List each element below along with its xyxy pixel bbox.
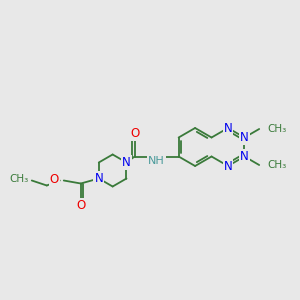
Text: O: O bbox=[130, 127, 139, 140]
Text: N: N bbox=[224, 160, 232, 172]
Text: N: N bbox=[122, 156, 131, 169]
Text: N: N bbox=[224, 122, 232, 134]
Text: CH₃: CH₃ bbox=[267, 160, 286, 170]
Text: CH₃: CH₃ bbox=[10, 175, 29, 184]
Text: N: N bbox=[240, 131, 249, 144]
Text: O: O bbox=[76, 199, 86, 212]
Text: CH₃: CH₃ bbox=[267, 124, 286, 134]
Text: N: N bbox=[240, 150, 249, 163]
Text: N: N bbox=[94, 172, 103, 185]
Text: NH: NH bbox=[148, 157, 165, 166]
Text: O: O bbox=[50, 173, 59, 186]
